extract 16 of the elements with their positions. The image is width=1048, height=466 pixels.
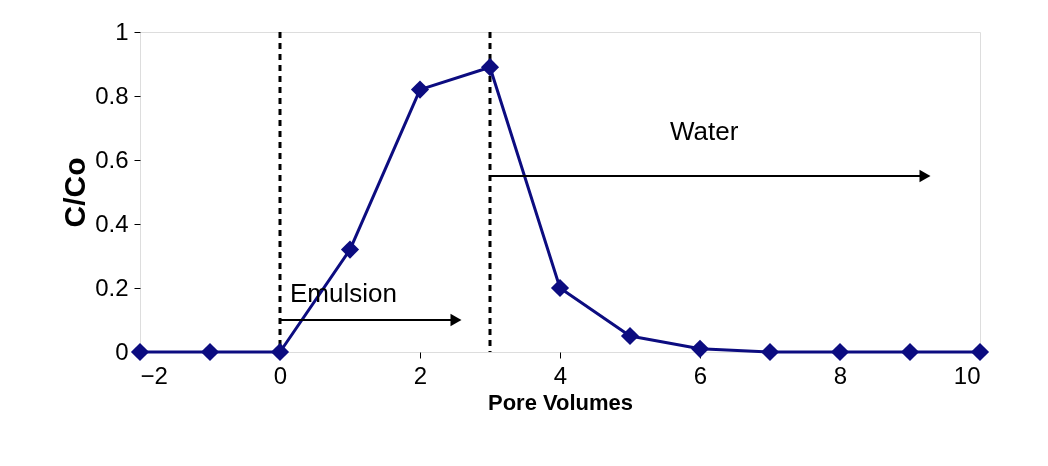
y-tick-label: 0.4 — [95, 209, 129, 237]
y-tick-label: 0.6 — [95, 145, 129, 173]
x-tick-label: 0 — [273, 361, 288, 389]
x-tick-label: 8 — [833, 361, 848, 389]
y-tick-label: 0.8 — [95, 81, 129, 109]
y-tick-label: 1 — [115, 17, 129, 45]
x-tick-label: 10 — [953, 361, 981, 389]
x-tick-label: −2 — [140, 361, 168, 389]
x-axis-title: Pore Volumes — [487, 389, 634, 415]
y-axis-title: C/Co — [58, 157, 92, 228]
y-tick-label: 0 — [115, 337, 129, 365]
y-tick-label: 0.2 — [95, 273, 129, 301]
x-tick-label: 6 — [693, 361, 708, 389]
annotation: Water — [670, 116, 739, 146]
x-tick-label: 4 — [553, 361, 568, 389]
x-tick-label: 2 — [413, 361, 428, 389]
